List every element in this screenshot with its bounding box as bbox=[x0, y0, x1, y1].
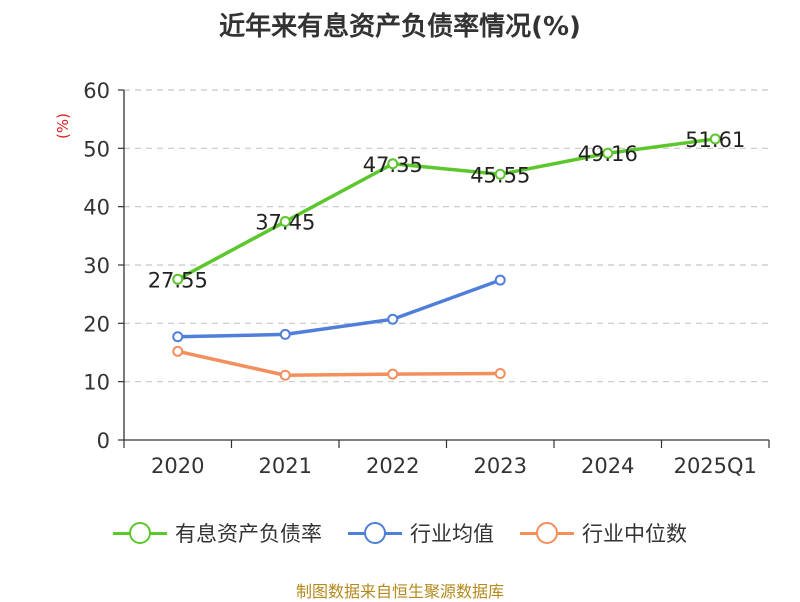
tick-labels: 0 10 20 30 40 50 60 2020 2021 2022 2023 2024 2025Q1 bbox=[83, 79, 757, 478]
series-line bbox=[177, 349, 501, 377]
x-tick-label: 2025Q1 bbox=[674, 454, 757, 478]
legend: 有息资产负债率 行业均值 行业中位数 bbox=[0, 518, 800, 548]
legend-marker bbox=[536, 522, 558, 544]
y-tick-label: 60 bbox=[83, 79, 110, 103]
x-tick-label: 2022 bbox=[366, 454, 419, 478]
data-point bbox=[494, 274, 506, 286]
series-line bbox=[176, 137, 716, 281]
y-tick-label: 50 bbox=[83, 137, 110, 161]
data-point bbox=[494, 168, 506, 180]
data-point bbox=[709, 133, 721, 145]
x-tick-label: 2020 bbox=[151, 454, 204, 478]
data-point bbox=[279, 216, 291, 228]
data-point bbox=[172, 331, 184, 343]
legend-item[interactable]: 有息资产负债率 bbox=[113, 518, 322, 548]
series-line bbox=[177, 278, 501, 339]
data-label: 45.55 bbox=[470, 163, 530, 187]
data-label: 27.55 bbox=[148, 268, 208, 292]
data-label: 51.61 bbox=[685, 128, 745, 152]
legend-label: 有息资产负债率 bbox=[175, 522, 322, 546]
data-point bbox=[172, 273, 184, 285]
legend-marker bbox=[364, 522, 386, 544]
legend-item[interactable]: 行业均值 bbox=[348, 518, 494, 548]
data-point bbox=[279, 369, 291, 381]
chart-title: 近年来有息资产负债率情况(%) bbox=[219, 12, 581, 42]
data-point bbox=[602, 147, 614, 159]
x-tick-label: 2021 bbox=[259, 454, 312, 478]
y-axis-label: (%) bbox=[54, 113, 72, 139]
data-labels-layer: 27.55 37.45 47.35 45.55 49.16 51.61 bbox=[148, 128, 746, 292]
x-tick-label: 2024 bbox=[581, 454, 634, 478]
legend-swatch bbox=[348, 522, 402, 544]
legend-marker bbox=[129, 522, 151, 544]
data-point bbox=[387, 368, 399, 380]
data-label: 47.35 bbox=[363, 153, 423, 177]
legend-swatch bbox=[113, 522, 167, 544]
data-point bbox=[279, 328, 291, 340]
source-note: 制图数据来自恒生聚源数据库 bbox=[295, 582, 504, 601]
y-tick-label: 20 bbox=[83, 312, 110, 336]
legend-item[interactable]: 行业中位数 bbox=[520, 518, 687, 548]
y-tick-label: 10 bbox=[83, 371, 110, 395]
grid-lines bbox=[124, 89, 769, 383]
legend-label: 行业中位数 bbox=[582, 522, 687, 546]
y-tick-label: 40 bbox=[83, 196, 110, 220]
y-tick-label: 30 bbox=[83, 254, 110, 278]
legend-swatch bbox=[520, 522, 574, 544]
x-tick-label: 2023 bbox=[474, 454, 527, 478]
series-layer bbox=[172, 133, 721, 381]
axes bbox=[118, 89, 770, 448]
data-label: 49.16 bbox=[578, 142, 638, 166]
data-point bbox=[494, 368, 506, 379]
data-point bbox=[387, 313, 399, 325]
legend-label: 行业均值 bbox=[410, 522, 494, 546]
y-tick-label: 0 bbox=[97, 429, 110, 453]
data-point bbox=[172, 345, 184, 357]
data-label: 37.45 bbox=[255, 211, 315, 235]
data-point bbox=[387, 158, 399, 170]
